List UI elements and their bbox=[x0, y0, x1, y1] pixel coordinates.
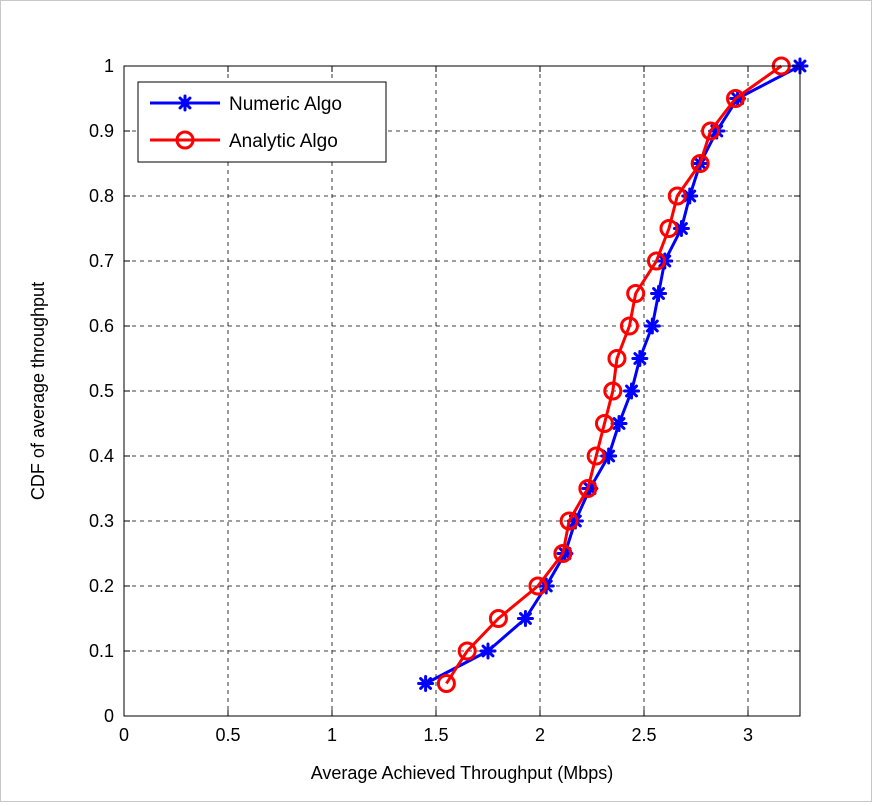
asterisk-marker bbox=[623, 382, 641, 400]
asterisk-marker bbox=[610, 415, 628, 432]
grid bbox=[124, 66, 800, 716]
circle-marker bbox=[603, 381, 623, 401]
x-tick-label: 0 bbox=[119, 725, 129, 745]
y-tick-label: 0.4 bbox=[89, 446, 114, 466]
series-numeric-algo bbox=[417, 57, 809, 692]
circle-marker bbox=[667, 186, 687, 206]
circle-marker bbox=[488, 609, 508, 628]
circle-marker bbox=[578, 479, 598, 498]
legend-label: Numeric Algo bbox=[229, 94, 342, 115]
asterisk-marker bbox=[643, 317, 661, 335]
y-tick-label: 0.5 bbox=[89, 381, 114, 401]
x-tick-label: 2.5 bbox=[631, 725, 656, 745]
series-layer bbox=[417, 56, 809, 693]
circle-marker bbox=[659, 219, 679, 238]
circle-marker bbox=[553, 544, 573, 563]
legend-label: Analytic Algo bbox=[229, 131, 338, 152]
y-tick-label: 0 bbox=[104, 706, 114, 726]
series-line bbox=[445, 64, 783, 685]
y-tick-label: 0.8 bbox=[89, 186, 114, 206]
circle-marker bbox=[594, 414, 614, 433]
asterisk-marker bbox=[650, 285, 668, 302]
y-tick-label: 0.3 bbox=[89, 511, 114, 531]
circle-marker bbox=[607, 349, 627, 368]
series-line bbox=[424, 64, 801, 685]
legend-entry: Analytic Algo bbox=[150, 130, 338, 152]
circle-marker bbox=[586, 446, 606, 466]
series-analytic-algo bbox=[436, 56, 791, 693]
circle-marker bbox=[690, 154, 710, 173]
circle-marker bbox=[701, 121, 721, 141]
x-tick-label: 3 bbox=[743, 725, 753, 745]
y-axis-label: CDF of average throughput bbox=[28, 282, 48, 500]
y-tick-label: 0.1 bbox=[89, 641, 114, 661]
circle-marker bbox=[457, 641, 477, 661]
x-tick-label: 1.5 bbox=[423, 725, 448, 745]
ticks: 0 0.5 1 1.5 2 2.5 3 0 0.1 0.2 0.3 0.4 0.5 0.6 0.7 0.8 0.… bbox=[89, 56, 800, 745]
circle-marker bbox=[646, 251, 666, 271]
y-tick-label: 0.7 bbox=[89, 251, 114, 271]
y-tick-label: 1 bbox=[104, 56, 114, 76]
circle-marker bbox=[559, 511, 579, 531]
x-axis-label: Average Achieved Throughput (Mbps) bbox=[311, 763, 614, 783]
legend-box bbox=[137, 81, 387, 163]
asterisk-marker bbox=[631, 350, 649, 367]
x-tick-label: 2 bbox=[535, 725, 545, 745]
y-tick-label: 0.6 bbox=[89, 316, 114, 336]
x-tick-label: 0.5 bbox=[215, 725, 240, 745]
legend-entry: Numeric Algo bbox=[150, 94, 342, 115]
x-tick-label: 1 bbox=[327, 725, 337, 745]
circle-marker bbox=[528, 576, 548, 596]
y-tick-label: 0.2 bbox=[89, 576, 114, 596]
asterisk-marker bbox=[176, 94, 194, 112]
asterisk-marker bbox=[516, 610, 534, 627]
asterisk-marker bbox=[479, 642, 497, 660]
circle-marker bbox=[619, 316, 639, 336]
asterisk-marker bbox=[417, 675, 435, 692]
circle-marker bbox=[436, 674, 456, 693]
circle-marker bbox=[175, 130, 195, 150]
legend: Numeric Algo Analytic Algo bbox=[137, 81, 387, 163]
circle-marker bbox=[726, 89, 746, 108]
circle-marker bbox=[626, 284, 646, 303]
legend-items: Numeric Algo Analytic Algo bbox=[150, 94, 342, 152]
y-tick-label: 0.9 bbox=[89, 121, 114, 141]
